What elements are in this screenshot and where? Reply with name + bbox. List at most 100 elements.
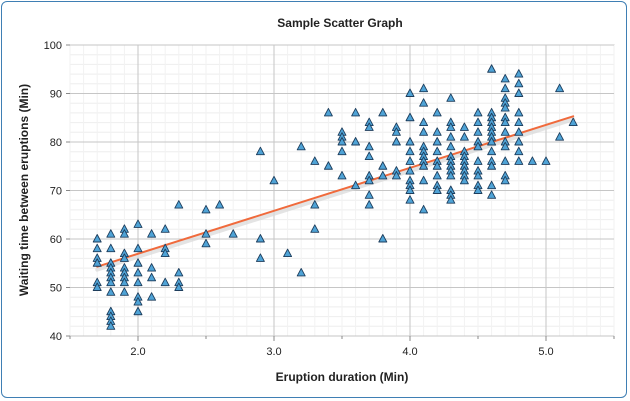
data-point <box>473 170 483 180</box>
data-point <box>446 141 456 151</box>
data-point <box>364 122 374 131</box>
data-point <box>378 161 388 170</box>
data-point <box>133 258 143 267</box>
data-point <box>364 190 374 199</box>
data-point <box>269 175 279 185</box>
data-point <box>296 268 306 277</box>
data-point <box>487 137 497 146</box>
data-point <box>514 146 524 156</box>
data-point <box>487 64 497 73</box>
data-point <box>432 107 442 117</box>
data-point <box>487 180 497 190</box>
data-point <box>500 117 510 127</box>
data-point <box>201 204 211 214</box>
data-point <box>405 112 415 122</box>
data-point <box>419 98 429 107</box>
x-tick-label: 3.0 <box>266 346 281 358</box>
data-points <box>92 64 578 330</box>
x-tick-label: 4.0 <box>402 346 417 358</box>
data-point <box>391 170 401 180</box>
data-point <box>283 248 293 257</box>
data-point <box>446 122 456 131</box>
data-point <box>419 83 429 93</box>
data-point <box>446 195 456 204</box>
data-point <box>364 151 374 161</box>
data-point <box>92 243 102 253</box>
data-point <box>364 175 374 185</box>
data-point <box>378 107 388 117</box>
data-point <box>405 146 415 156</box>
data-point <box>514 137 524 146</box>
data-point <box>160 224 170 233</box>
data-point <box>174 268 184 277</box>
data-point <box>514 88 524 97</box>
y-tick-label: 70 <box>50 186 62 198</box>
data-point <box>405 185 415 194</box>
data-point <box>323 107 333 117</box>
data-point <box>364 200 374 209</box>
data-point <box>500 83 510 93</box>
data-point <box>446 170 456 180</box>
data-point <box>432 170 442 180</box>
data-point <box>487 190 497 199</box>
data-point <box>446 132 456 141</box>
data-point <box>514 127 524 136</box>
data-point <box>147 272 157 282</box>
data-point <box>500 127 510 136</box>
data-point <box>555 83 565 93</box>
data-point <box>514 107 524 117</box>
x-axis-title: Eruption duration (Min) <box>276 370 409 384</box>
data-point <box>487 146 497 156</box>
y-tick-label: 40 <box>50 331 62 343</box>
data-point <box>391 127 401 136</box>
chart-title: Sample Scatter Graph <box>277 16 402 30</box>
data-point <box>337 170 347 180</box>
data-point <box>106 229 116 238</box>
x-tick-label: 2.0 <box>130 346 145 358</box>
data-point <box>119 287 129 296</box>
data-point <box>337 137 347 146</box>
y-axis-title: Waiting time between eruptions (Min) <box>17 84 31 296</box>
data-point <box>378 234 388 243</box>
data-point <box>174 282 184 291</box>
data-point <box>514 117 524 127</box>
data-point <box>419 204 429 214</box>
data-point <box>337 146 347 156</box>
data-point <box>310 224 320 233</box>
data-point <box>133 219 143 228</box>
data-point <box>514 69 524 78</box>
data-point <box>405 156 415 165</box>
data-point <box>310 200 320 209</box>
data-point <box>106 277 116 287</box>
data-point <box>119 253 129 262</box>
y-tick-label: 80 <box>50 137 62 149</box>
data-point <box>106 243 116 253</box>
data-point <box>500 141 510 151</box>
data-point <box>405 166 415 175</box>
data-point <box>500 103 510 112</box>
data-point <box>419 127 429 136</box>
data-point <box>92 258 102 267</box>
data-point <box>364 141 374 151</box>
data-point <box>473 107 483 117</box>
data-point <box>432 127 442 136</box>
data-point <box>432 161 442 170</box>
data-point <box>201 238 211 248</box>
data-point <box>255 253 265 262</box>
data-point <box>446 93 456 102</box>
data-point <box>255 234 265 243</box>
data-point <box>255 146 265 156</box>
data-point <box>500 156 510 165</box>
x-tick-label: 5.0 <box>538 346 553 358</box>
data-point <box>473 127 483 136</box>
data-point <box>351 107 361 117</box>
data-point <box>174 200 184 209</box>
data-point <box>514 156 524 165</box>
y-tick-label: 60 <box>50 234 62 246</box>
x-axis: 2.0 3.0 4.0 5.0 <box>69 336 615 358</box>
data-point <box>92 234 102 243</box>
data-point <box>568 117 578 127</box>
data-point <box>500 73 510 83</box>
data-point <box>147 263 157 272</box>
y-tick-label: 100 <box>44 40 62 52</box>
